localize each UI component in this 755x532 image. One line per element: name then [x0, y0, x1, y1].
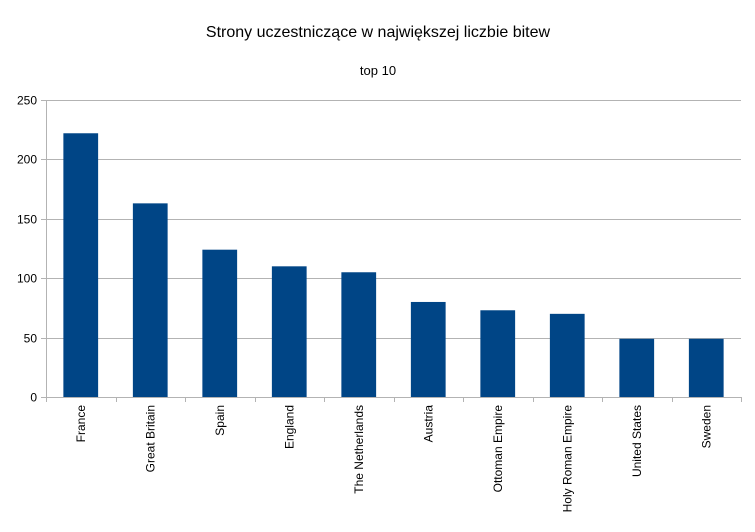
bar: [619, 338, 655, 397]
bar: [271, 266, 307, 397]
bar: [480, 310, 516, 397]
y-tick-label: 150: [17, 213, 37, 227]
x-category-label: Ottoman Empire: [491, 405, 505, 493]
x-category-label: Great Britain: [143, 405, 157, 472]
y-tick-label: 50: [24, 332, 38, 346]
y-tick-label: 100: [17, 272, 37, 286]
bars: [63, 133, 724, 397]
x-category-label: Austria: [421, 405, 435, 443]
bar: [341, 272, 377, 397]
x-category-label: United States: [630, 405, 644, 477]
x-axis-labels: France Great Britain Spain England The Nethe…: [46, 397, 742, 513]
bar: [410, 301, 446, 397]
axes: [46, 100, 741, 398]
x-category-label: Sweden: [699, 405, 713, 448]
y-axis-ticks: 0 50 100 150 200 250: [17, 94, 46, 405]
bar: [132, 203, 168, 397]
bar: [688, 338, 724, 397]
x-category-label: France: [74, 405, 88, 443]
bar: [202, 249, 238, 397]
bar: [549, 313, 585, 397]
y-tick-label: 0: [30, 391, 37, 405]
x-category-label: The Netherlands: [352, 405, 366, 494]
y-tick-label: 200: [17, 153, 37, 167]
x-category-label: Holy Roman Empire: [560, 405, 574, 513]
chart-title: Strony uczestniczące w największej liczb…: [206, 24, 551, 41]
x-category-label: England: [282, 405, 296, 449]
y-tick-label: 250: [17, 94, 37, 108]
chart-subtitle: top 10: [360, 63, 396, 78]
x-category-label: Spain: [213, 405, 227, 436]
bar: [63, 133, 99, 397]
